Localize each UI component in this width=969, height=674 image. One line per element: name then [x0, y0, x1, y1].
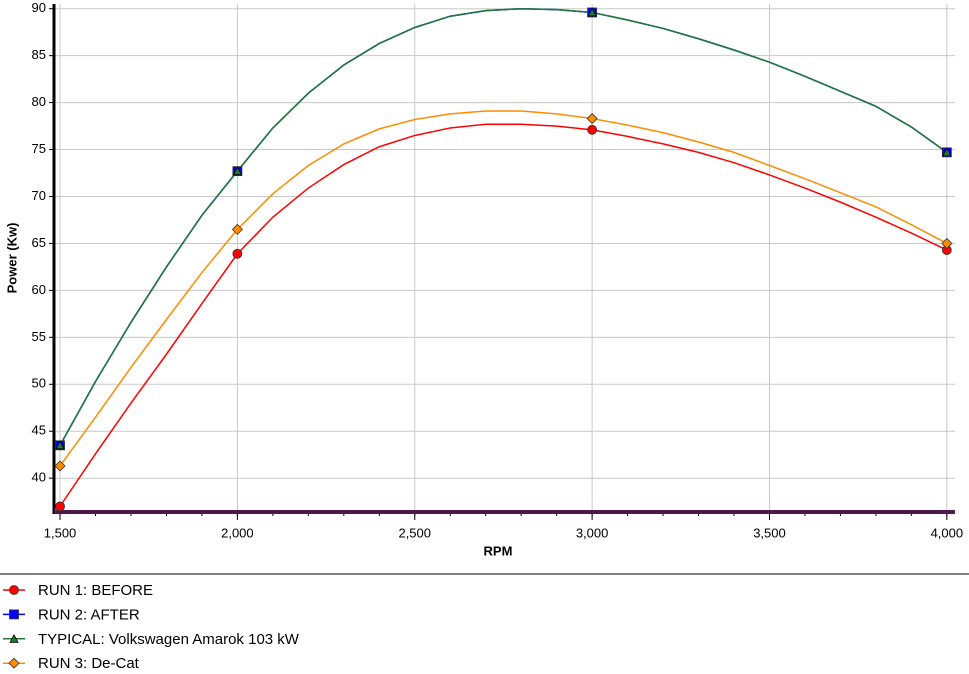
x-tick-label: 3,000 — [576, 525, 609, 540]
marker — [942, 147, 952, 157]
y-tick-label: 60 — [32, 282, 46, 297]
y-tick-label: 65 — [32, 235, 46, 250]
series-line — [59, 110, 948, 467]
y-tick-label: 40 — [32, 470, 46, 485]
marker — [587, 7, 597, 17]
marker — [941, 237, 953, 250]
y-axis-label: Power (Kw) — [4, 223, 19, 294]
y-tick-label: 55 — [32, 329, 46, 344]
series-line — [59, 7, 948, 446]
legend: RUN 1: BEFORE RUN 2: AFTER TYPICAL: Volksw… — [3, 582, 300, 672]
marker — [587, 124, 598, 135]
y-tick-label: 85 — [32, 47, 46, 62]
x-tick-label: 4,000 — [931, 525, 964, 540]
marker — [232, 248, 243, 259]
marker — [9, 633, 19, 643]
legend-label: RUN 3: De-Cat — [38, 655, 140, 672]
x-tick-label: 1,500 — [44, 525, 77, 540]
y-tick-label: 80 — [32, 94, 46, 109]
marker — [9, 609, 19, 620]
marker — [8, 657, 20, 669]
marker — [55, 501, 65, 512]
x-axis-label: RPM — [484, 543, 513, 558]
legend-label: RUN 1: BEFORE — [38, 582, 153, 599]
marker — [55, 440, 65, 450]
marker — [586, 112, 598, 125]
marker — [232, 166, 243, 176]
series-line — [59, 123, 948, 507]
legend-label: RUN 2: AFTER — [38, 606, 140, 623]
x-tick-label: 3,500 — [753, 525, 786, 540]
y-tick-label: 50 — [32, 376, 46, 391]
y-tick-label: 45 — [32, 423, 46, 438]
x-tick-label: 2,500 — [398, 525, 431, 540]
marker — [231, 223, 243, 235]
y-tick-label: 90 — [32, 0, 46, 15]
marker — [9, 585, 19, 595]
marker — [54, 460, 66, 472]
legend-label: TYPICAL: Volkswagen Amarok 103 kW — [38, 631, 300, 648]
x-tick-label: 2,000 — [221, 525, 254, 540]
y-tick-label: 70 — [32, 188, 46, 203]
y-tick-label: 75 — [32, 141, 46, 156]
